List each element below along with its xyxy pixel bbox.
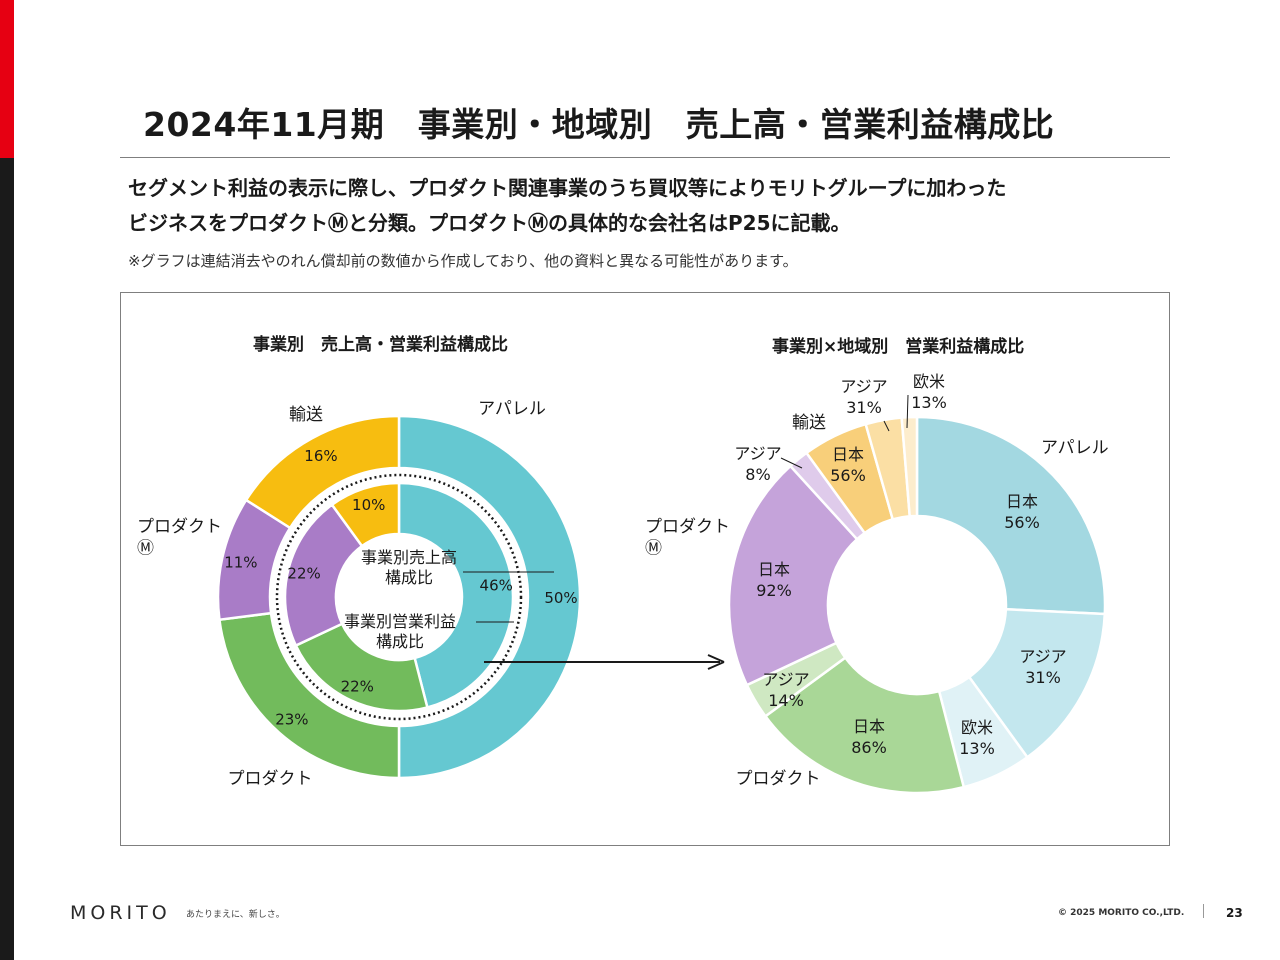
sales-ring-slice-transport bbox=[244, 414, 401, 530]
donut-slice-product-japan bbox=[763, 655, 966, 795]
donut-region-apparel-japan: 日本 bbox=[1006, 492, 1038, 511]
profit-ring-label-transport: 10% bbox=[352, 496, 385, 514]
page-number: 23 bbox=[1226, 906, 1243, 920]
sales-ring-label-apparel: 50% bbox=[544, 589, 577, 607]
center-label-sales: 事業別売上高構成比 bbox=[361, 548, 457, 587]
right-category-product-m: プロダクトⓂ bbox=[645, 517, 730, 558]
donut-region-apparel-asia: アジア bbox=[1019, 647, 1066, 666]
right-category-transport: 輸送 bbox=[792, 413, 826, 433]
category-label-transport: 輸送 bbox=[289, 405, 323, 425]
donut-value-apparel-west: 13% bbox=[959, 739, 995, 758]
profit-ring-slice-apparel bbox=[397, 481, 515, 709]
title-divider bbox=[120, 157, 1170, 158]
donut-value-product-asia: 14% bbox=[768, 691, 804, 710]
donut-region-product-m-japan: 日本 bbox=[758, 560, 790, 579]
left-chart-title: 事業別 売上高・営業利益構成比 bbox=[253, 335, 508, 355]
profit-ring-label-product: 22% bbox=[341, 678, 374, 696]
page-title: 2024年11月期 事業別・地域別 売上高・営業利益構成比 bbox=[143, 105, 1055, 144]
sales-ring-label-transport: 16% bbox=[304, 447, 337, 465]
donut-value-transport-japan: 56% bbox=[830, 466, 866, 485]
footer-tagline: あたりまえに、新しさ。 bbox=[186, 910, 285, 920]
donut-slice-apparel-japan bbox=[915, 415, 1107, 616]
accent-bar bbox=[0, 0, 14, 960]
footer-separator bbox=[1203, 904, 1204, 918]
profit-ring-label-product-m: 22% bbox=[287, 565, 320, 583]
right-category-apparel: アパレル bbox=[1041, 438, 1109, 458]
leader-transport-west bbox=[906, 394, 909, 429]
donut-region-apparel-west: 欧米 bbox=[961, 718, 993, 737]
ring-separator bbox=[275, 473, 523, 721]
donut-value-transport-west: 13% bbox=[911, 393, 947, 412]
footer-copyright: © 2025 MORITO CO.,LTD. bbox=[1058, 908, 1185, 918]
footnote: ※グラフは連結消去やのれん償却前の数値から作成しており、他の資料と異なる可能性が… bbox=[128, 252, 798, 270]
donut-region-product-asia: アジア bbox=[762, 670, 809, 689]
donut-slice-product-m-japan bbox=[727, 464, 859, 687]
lead-text-line-2: ビジネスをプロダクトⓂと分類。プロダクトⓂの具体的な会社名はP25に記載。 bbox=[128, 211, 851, 235]
donut-region-transport-japan: 日本 bbox=[832, 445, 864, 464]
donut-value-product-japan: 86% bbox=[851, 738, 887, 757]
donut-region-product-japan: 日本 bbox=[853, 717, 885, 736]
donut-slice-transport-west bbox=[900, 415, 919, 518]
sales-ring-label-product: 23% bbox=[275, 711, 308, 729]
profit-ring-slice-transport bbox=[330, 481, 401, 548]
right-category-product: プロダクト bbox=[736, 769, 821, 789]
lead-text-line-1: セグメント利益の表示に際し、プロダクト関連事業のうち買収等によりモリトグループに… bbox=[128, 176, 1007, 200]
accent-bar-red bbox=[0, 0, 14, 158]
donut-value-transport-asia: 31% bbox=[846, 398, 882, 417]
donut-value-apparel-japan: 56% bbox=[1004, 513, 1040, 532]
profit-ring-label-apparel: 46% bbox=[480, 577, 513, 595]
footer-logo: MORITO bbox=[70, 902, 171, 924]
chart-frame bbox=[120, 292, 1170, 846]
center-label-profit: 事業別営業利益構成比 bbox=[344, 612, 456, 651]
category-label-apparel: アパレル bbox=[478, 399, 546, 419]
sales-ring-label-product-m: 11% bbox=[224, 554, 257, 572]
category-label-product: プロダクト bbox=[228, 769, 313, 789]
donut-region-transport-asia: アジア bbox=[840, 377, 887, 396]
leader-transport-asia bbox=[883, 420, 890, 432]
arrow-head bbox=[707, 654, 725, 670]
donut-value-product-m-asia: 8% bbox=[745, 465, 770, 484]
leader-product-m-asia bbox=[780, 457, 803, 469]
category-label-product-m: プロダクトⓂ bbox=[137, 517, 222, 558]
sales-ring-slice-apparel bbox=[397, 414, 582, 780]
donut-region-transport-west: 欧米 bbox=[913, 372, 945, 391]
donut-value-apparel-asia: 31% bbox=[1025, 668, 1061, 687]
donut-region-product-m-asia: アジア bbox=[734, 444, 781, 463]
right-chart-title: 事業別×地域別 営業利益構成比 bbox=[772, 337, 1025, 357]
donut-value-product-m-japan: 92% bbox=[756, 581, 792, 600]
